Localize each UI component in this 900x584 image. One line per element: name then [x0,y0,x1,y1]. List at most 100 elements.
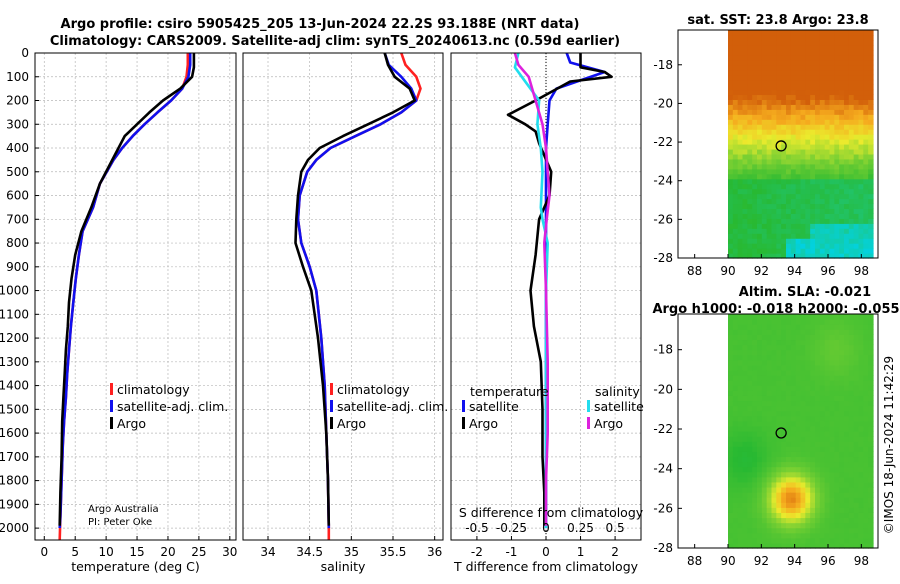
sst-map-cell [761,124,768,130]
sla-map-cell [839,441,845,447]
sst-map-cell [868,74,874,81]
sst-map-cell [781,168,787,175]
sla-map-cell [761,466,768,473]
sla-map-cell [795,461,802,468]
sst-map-cell [761,109,768,115]
sla-map-cell [771,359,777,366]
sst-map-cell [766,44,773,51]
sst-map-cell [790,198,797,205]
sla-map-cell [839,390,845,396]
sst-map-cell [752,54,758,61]
sst-map-cell [815,139,821,145]
sla-map-cell [728,502,734,508]
sla-map-cell [819,354,826,361]
sla-map-cell [747,369,753,376]
sst-map-cell [805,163,811,170]
sst-map-cell [781,119,787,125]
sst-map-cell [737,59,744,66]
sla-map-cell [834,390,840,396]
sst-map-cell [844,34,850,41]
sst-map-cell [790,34,797,41]
sst-map-cell [757,134,763,140]
sla-map-cell [800,395,806,402]
sst-map-cell [834,213,840,219]
sla-map-cell [761,502,768,508]
sla-map-cell [815,344,821,351]
sla-map-cell [786,486,792,493]
sla-map-cell [766,400,773,407]
sst-map-cell [795,64,802,71]
sst-map-cell [824,218,831,224]
sla-map-cell [834,385,840,391]
sst-map-cell [757,119,763,125]
sla-map-cell [757,369,763,376]
legend-d-t-argo-label: Argo [469,416,498,431]
sst-map-xtick-label: 94 [787,264,802,278]
sla-map-cell [848,385,855,391]
sst-map-cell [805,124,811,130]
sst-map-cell [829,193,835,200]
sst-map-cell [824,94,831,100]
sst-map-cell [863,69,869,76]
sla-map-cell [853,385,860,391]
sla-map-cell [737,446,744,452]
sla-map-cell [776,400,782,407]
sla-map-cell [834,532,840,539]
sla-map-cell [844,385,850,391]
sla-map-cell [844,537,850,544]
sst-map-cell [752,253,758,259]
sst-map-cell [810,233,816,239]
sla-map-cell [868,456,874,463]
sst-map-cell [805,74,811,81]
sst-map-cell [819,104,826,110]
sla-map-cell [752,334,758,341]
sla-map-cell [781,410,787,417]
sst-map-cell [815,49,821,56]
sla-map-cell [795,405,802,412]
sla-map-cell [839,425,845,432]
sst-map-cell [757,129,763,135]
sst-map-cell [848,163,855,170]
sla-map-cell [781,441,787,447]
sst-map-cell [742,89,748,96]
sla-map-cell [752,431,758,437]
sla-map-cell [805,385,811,391]
sst-map-cell [742,64,748,71]
sla-map-cell [752,415,758,422]
sla-map-cell [839,354,845,361]
sst-map-cell [757,109,763,115]
sla-map-cell [829,410,835,417]
sst-map-cell [752,44,758,51]
sla-map-cell [848,456,855,463]
sst-map-cell [858,238,864,244]
sla-map-cell [737,466,744,473]
sla-map-cell [737,436,744,442]
temperature-line-argo [58,53,196,526]
sst-map-cell [863,208,869,214]
top-xtick-label: -0.25 [496,521,527,535]
sst-map-cell [747,193,753,200]
sla-map-cell [868,471,874,478]
sla-map-cell [800,400,806,407]
sla-map-frame [677,313,879,549]
sst-map-cell [863,119,869,125]
sst-map-cell [863,183,869,190]
sst-map-cell [766,69,773,76]
sla-map-cell [824,507,831,513]
sst-map-cell [742,183,748,190]
sst-map-cell [829,183,835,190]
sst-map-cell [795,188,802,195]
sla-map-cell [766,385,773,391]
sla-map-cell [737,492,744,498]
sst-map-cell [863,39,869,46]
sst-map-cell [863,193,869,200]
sla-map-ytick-label: -24 [653,462,673,476]
sla-map-cell [776,486,782,493]
sst-map-cell [819,153,826,160]
sla-map-cell [848,461,855,468]
sla-map-cell [815,436,821,442]
sst-map-cell [786,99,792,105]
sst-map-cell [790,59,797,66]
sla-map-cell [732,461,739,468]
sst-map-cell [839,34,845,41]
